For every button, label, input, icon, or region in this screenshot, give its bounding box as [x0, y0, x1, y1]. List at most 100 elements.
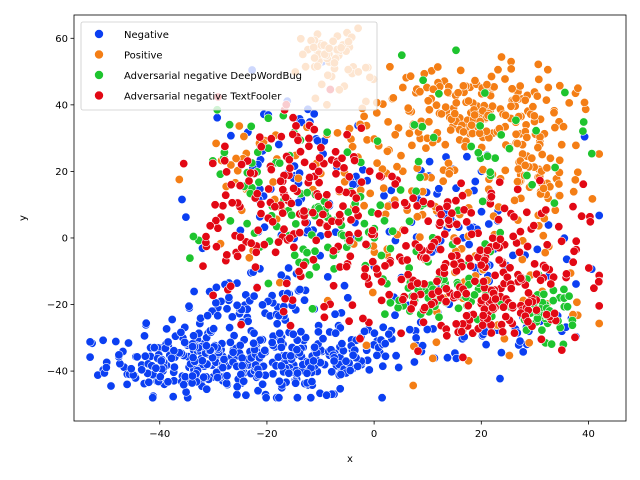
scatter-point — [302, 188, 312, 198]
scatter-point — [522, 171, 532, 181]
scatter-point — [424, 105, 434, 115]
scatter-point — [163, 377, 173, 387]
scatter-point — [378, 361, 388, 371]
scatter-point — [319, 312, 329, 322]
scatter-point — [414, 157, 424, 167]
scatter-point — [482, 80, 492, 90]
scatter-point — [198, 261, 208, 271]
scatter-point — [376, 251, 386, 261]
scatter-point — [315, 153, 325, 163]
scatter-point — [541, 205, 551, 215]
scatter-point — [484, 219, 494, 229]
scatter-point — [560, 88, 570, 98]
scatter-point — [276, 361, 286, 371]
scatter-point — [239, 376, 249, 386]
scatter-point — [527, 153, 537, 163]
scatter-point — [313, 327, 323, 337]
scatter-point — [577, 211, 587, 221]
legend-marker — [94, 49, 104, 60]
scatter-point — [382, 146, 392, 156]
scatter-point — [451, 196, 461, 206]
scatter-point — [478, 196, 488, 206]
scatter-point — [323, 272, 333, 282]
scatter-point — [487, 112, 497, 122]
scatter-point — [470, 76, 480, 86]
scatter-point — [226, 160, 236, 170]
scatter-point — [464, 240, 474, 250]
scatter-point — [384, 329, 394, 339]
scatter-point — [284, 155, 294, 165]
scatter-point — [533, 59, 543, 69]
scatter-point — [446, 125, 456, 135]
scatter-point — [441, 284, 451, 294]
scatter-point — [328, 246, 338, 256]
scatter-point — [359, 326, 369, 336]
scatter-point — [308, 161, 318, 171]
scatter-point — [550, 163, 560, 173]
scatter-point — [585, 217, 595, 227]
scatter-point — [457, 327, 467, 337]
scatter-point — [403, 270, 413, 280]
scatter-point — [490, 270, 500, 280]
scatter-point — [431, 337, 441, 347]
scatter-point — [458, 81, 468, 91]
scatter-point — [537, 150, 547, 160]
scatter-point — [398, 83, 408, 93]
scatter-point — [400, 198, 410, 208]
scatter-point — [256, 199, 266, 209]
scatter-point — [561, 269, 571, 279]
scatter-point — [479, 276, 489, 286]
legend-label: Adversarial negative DeepWordBug — [124, 71, 302, 82]
scatter-point — [418, 75, 428, 85]
scatter-point — [266, 165, 276, 175]
scatter-point — [385, 298, 395, 308]
scatter-point — [227, 312, 237, 322]
scatter-point — [225, 120, 235, 130]
scatter-point — [409, 120, 419, 130]
scatter-point — [573, 167, 583, 177]
scatter-point — [490, 153, 500, 163]
scatter-point — [264, 184, 274, 194]
scatter-point — [221, 190, 231, 200]
scatter-point — [425, 157, 435, 167]
scatter-point — [529, 111, 539, 121]
scatter-point — [284, 263, 294, 273]
scatter-point — [208, 290, 218, 300]
scatter-point — [554, 222, 564, 232]
scatter-point — [367, 226, 377, 236]
scatter-point — [205, 221, 215, 231]
scatter-point — [199, 372, 209, 382]
scatter-point — [141, 318, 151, 328]
scatter-point — [531, 305, 541, 315]
scatter-point — [436, 109, 446, 119]
scatter-point — [322, 127, 332, 137]
scatter-point — [478, 310, 488, 320]
scatter-point — [287, 210, 297, 220]
scatter-point — [546, 279, 556, 289]
scatter-point — [338, 201, 348, 211]
scatter-point — [493, 65, 503, 75]
scatter-point — [234, 121, 244, 131]
scatter-point — [232, 300, 242, 310]
scatter-point — [151, 363, 161, 373]
scatter-point — [520, 95, 530, 105]
scatter-point — [426, 199, 436, 209]
scatter-point — [520, 160, 530, 170]
scatter-point — [505, 263, 515, 273]
scatter-point — [323, 200, 333, 210]
scatter-point — [162, 324, 172, 334]
scatter-point — [495, 177, 505, 187]
scatter-point — [522, 132, 532, 142]
scatter-point — [421, 253, 431, 263]
scatter-point — [253, 225, 263, 235]
scatter-point — [422, 324, 432, 334]
scatter-point — [304, 270, 314, 280]
scatter-point — [292, 345, 302, 355]
scatter-point — [266, 134, 276, 144]
scatter-point — [512, 177, 522, 187]
legend: Negative Positive Adversarial negative Dee… — [80, 21, 378, 111]
scatter-point — [267, 338, 277, 348]
scatter-point — [469, 290, 479, 300]
scatter-point — [281, 192, 291, 202]
scatter-point — [418, 197, 428, 207]
